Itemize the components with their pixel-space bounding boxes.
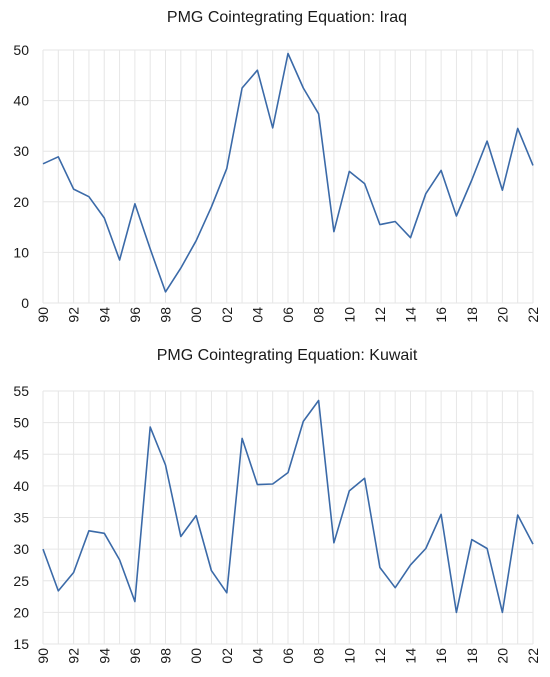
y-tick-label: 15 (13, 636, 29, 652)
y-tick-label: 50 (13, 42, 29, 58)
x-tick-label: 10 (341, 648, 357, 664)
y-tick-label: 30 (13, 143, 29, 159)
x-tick-label: 08 (311, 648, 327, 664)
x-tick-label: 00 (188, 307, 204, 323)
x-tick-label: 94 (96, 307, 112, 323)
y-tick-label: 40 (13, 478, 29, 494)
x-tick-label: 98 (158, 307, 174, 323)
y-tick-label: 0 (21, 295, 29, 311)
x-tick-label: 12 (372, 648, 388, 664)
x-tick-label: 04 (249, 648, 265, 664)
x-tick-label: 12 (372, 307, 388, 323)
x-tick-label: 10 (341, 307, 357, 323)
x-tick-label: 00 (188, 648, 204, 664)
x-tick-label: 98 (158, 648, 174, 664)
x-tick-label: 06 (280, 307, 296, 323)
x-tick-label: 90 (35, 307, 51, 323)
x-tick-label: 14 (403, 307, 419, 323)
y-tick-label: 35 (13, 510, 29, 526)
x-tick-label: 92 (66, 648, 82, 664)
x-tick-label: 96 (127, 307, 143, 323)
chart-iraq: PMG Cointegrating Equation: Iraq 0 10 20 30… (13, 9, 541, 323)
y-tick-label: 55 (13, 383, 29, 399)
x-tick-label: 16 (433, 307, 449, 323)
y-tick-label: 40 (13, 93, 29, 109)
x-tick-label: 02 (219, 307, 235, 323)
y-tick-label: 20 (13, 194, 29, 210)
y-tick-label: 10 (13, 244, 29, 260)
x-tick-label: 20 (494, 648, 510, 664)
chart-kuwait: PMG Cointegrating Equation: Kuwait 15 20 2… (13, 347, 541, 664)
x-tick-label: 92 (66, 307, 82, 323)
y-tick-label: 50 (13, 415, 29, 431)
x-tick-label: 22 (525, 648, 541, 664)
x-tick-label: 02 (219, 648, 235, 664)
chart-title: PMG Cointegrating Equation: Iraq (167, 9, 407, 26)
y-tick-label: 30 (13, 541, 29, 557)
x-tick-label: 96 (127, 648, 143, 664)
x-tick-label: 08 (311, 307, 327, 323)
y-tick-label: 25 (13, 573, 29, 589)
x-tick-label: 18 (464, 648, 480, 664)
x-tick-label: 90 (35, 648, 51, 664)
series-line (42, 52, 534, 293)
x-tick-label: 16 (433, 648, 449, 664)
chart-title: PMG Cointegrating Equation: Kuwait (157, 347, 418, 364)
y-tick-label: 20 (13, 604, 29, 620)
x-tick-label: 22 (525, 307, 541, 323)
x-tick-label: 06 (280, 648, 296, 664)
x-tick-label: 04 (249, 307, 265, 323)
x-tick-label: 18 (464, 307, 480, 323)
y-tick-label: 45 (13, 446, 29, 462)
x-tick-label: 20 (494, 307, 510, 323)
x-tick-label: 94 (96, 648, 112, 664)
x-tick-label: 14 (403, 648, 419, 664)
